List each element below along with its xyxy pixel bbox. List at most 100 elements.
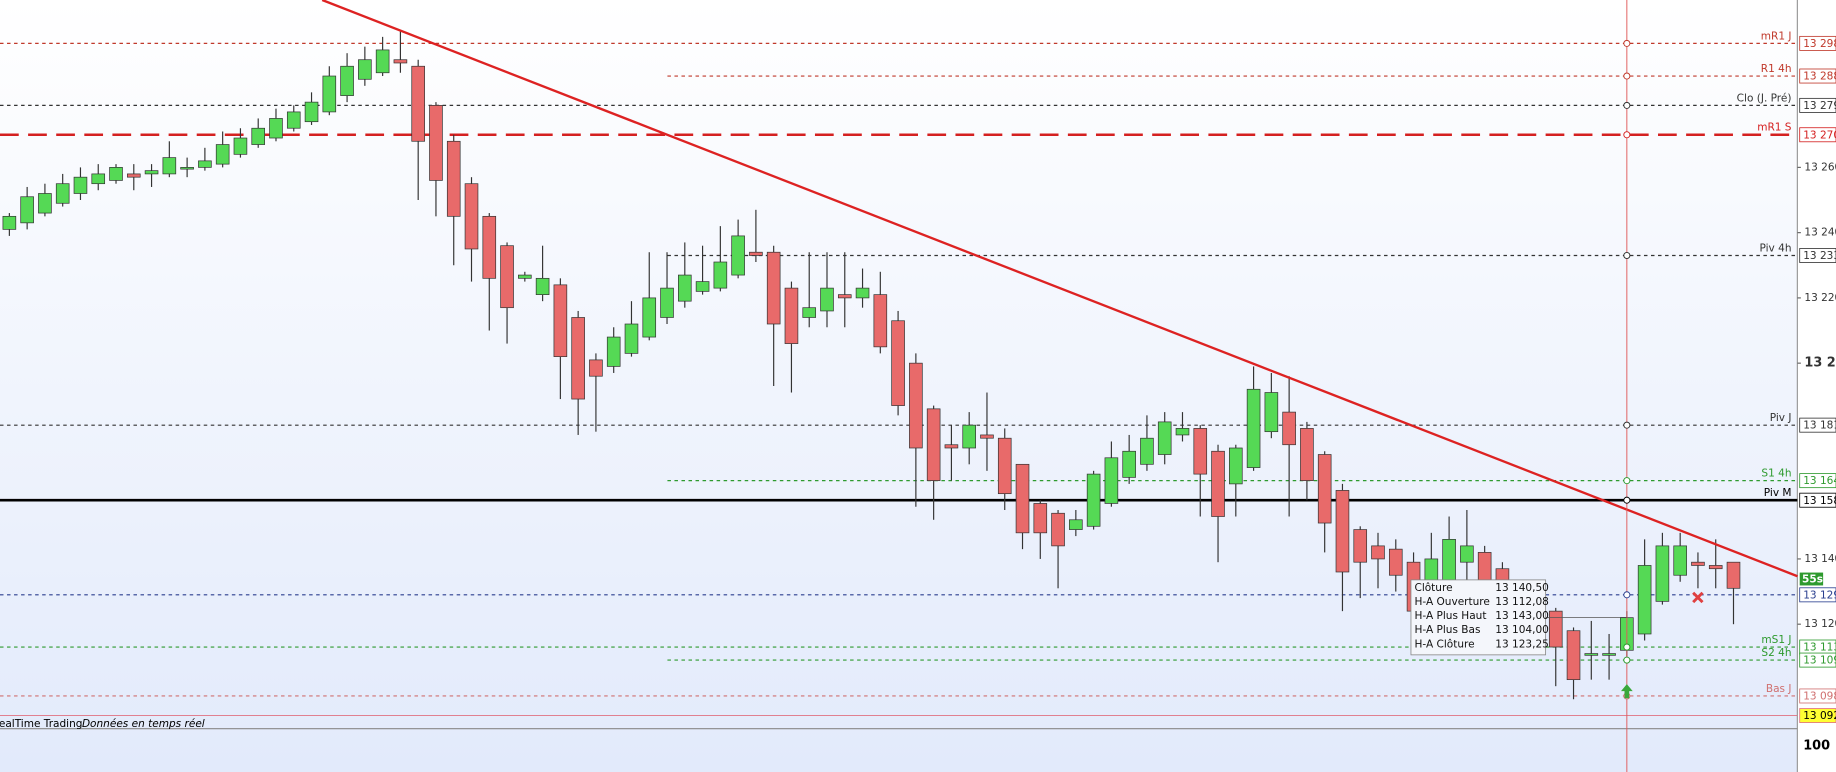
candle-body <box>713 261 728 289</box>
level-value: 13 279 <box>1803 100 1836 112</box>
candle-body <box>1015 463 1030 534</box>
candle-body <box>820 287 834 312</box>
level-tag <box>1799 35 1836 51</box>
candle-body <box>678 274 692 302</box>
level-name: mS1 J <box>1761 634 1791 646</box>
candle-body <box>980 434 994 439</box>
candle-body <box>642 297 657 338</box>
level-name: mR1 S <box>1757 122 1792 134</box>
candle-body <box>215 144 230 165</box>
candle-body <box>1637 565 1652 635</box>
level-name: Bas J <box>1766 683 1792 695</box>
candle-body <box>1086 473 1101 527</box>
candle-body <box>304 101 319 123</box>
candle-body <box>73 176 88 194</box>
candle-body <box>1282 411 1296 446</box>
candle-body <box>1584 653 1599 656</box>
candle-body <box>1264 392 1279 433</box>
candle-body <box>909 362 923 449</box>
candle-body <box>944 444 959 449</box>
tooltip-value: 13 104,00 <box>1495 624 1549 636</box>
level-value: 13 109 <box>1803 655 1836 667</box>
candle-body <box>1175 428 1190 436</box>
y-tick-label: 13 120 <box>1804 618 1836 630</box>
tooltip-value: 13 112,08 <box>1495 596 1549 608</box>
cursor-marker <box>1623 131 1631 139</box>
level-name: Clo (J. Pré) <box>1737 92 1792 104</box>
cursor-marker <box>1623 643 1631 651</box>
candle-body <box>766 251 781 325</box>
level-tag <box>1799 492 1836 508</box>
level-name: Piv M <box>1764 487 1792 499</box>
y-tick-label: 13 260 <box>1804 161 1836 173</box>
y-tick-label: 13 200 <box>1804 356 1836 371</box>
candle-body <box>464 183 479 250</box>
level-name: S1 4h <box>1761 468 1791 480</box>
candle-body <box>2 215 17 230</box>
level-tag <box>1799 688 1836 704</box>
level-name: Piv J <box>1770 412 1792 424</box>
level-name: Piv 4h <box>1760 242 1792 254</box>
candle-body <box>1371 545 1385 560</box>
candle-body <box>1548 610 1563 648</box>
candle-body <box>553 284 568 357</box>
level-tag <box>1799 97 1836 113</box>
tooltip-key: H-A Plus Haut <box>1414 610 1486 622</box>
candle-body <box>233 137 248 155</box>
level-tag <box>1799 473 1836 489</box>
candle-body <box>891 320 905 406</box>
candle-body <box>1602 653 1616 656</box>
cursor-marker <box>1623 591 1631 599</box>
level-tag <box>1799 127 1836 143</box>
level-tag <box>1799 68 1836 84</box>
candle-body <box>20 196 34 224</box>
cursor-marker <box>1623 101 1631 109</box>
tooltip-key: H-A Clôture <box>1414 638 1474 650</box>
candle-body <box>180 167 194 170</box>
candle-body <box>855 287 870 299</box>
footer-source: ealTime Trading <box>0 718 82 730</box>
candle-body <box>1033 503 1048 534</box>
candle-body <box>1300 428 1314 481</box>
tooltip-value: 13 143,00 <box>1495 610 1549 622</box>
candle-body <box>1708 565 1723 570</box>
level-name: S2 4h <box>1761 647 1791 659</box>
candle-body <box>997 437 1012 495</box>
tooltip-key: Clôture <box>1414 582 1452 594</box>
candle-body <box>1051 512 1065 547</box>
level-value: 13 164 <box>1803 475 1836 487</box>
candle-body <box>126 173 141 178</box>
lower-pane-tick: 100 <box>1803 739 1830 754</box>
candle-body <box>411 65 425 142</box>
candle-body <box>962 424 976 449</box>
level-value: 13 129 <box>1803 589 1836 601</box>
candle-body <box>429 105 443 181</box>
candle-body <box>269 118 283 139</box>
candle-body <box>624 323 639 354</box>
cursor-marker <box>1623 251 1631 259</box>
level-value: 13 181 <box>1803 420 1836 432</box>
candle-body <box>837 294 852 299</box>
cursor-marker <box>1623 72 1631 80</box>
candle-body <box>802 307 817 318</box>
candle-body <box>1691 561 1705 566</box>
candle-body <box>1566 630 1581 681</box>
level-value: 13 233 <box>1803 250 1836 262</box>
candle-body <box>340 65 354 96</box>
y-tick-label: 13 140 <box>1804 553 1836 565</box>
candle-body <box>1442 539 1456 583</box>
timer-label: 55s <box>1802 574 1823 586</box>
candle-body <box>375 49 390 74</box>
level-value: 13 098 <box>1803 691 1836 703</box>
candle-body <box>162 157 177 175</box>
footer-status: Données en temps réel <box>82 718 205 730</box>
cursor-marker <box>1623 656 1631 664</box>
candle-body <box>1193 428 1208 475</box>
candle-body <box>606 336 621 367</box>
tooltip-box <box>1410 579 1547 656</box>
candle-body <box>660 287 674 318</box>
trendline <box>321 0 1798 578</box>
candle-body <box>55 183 70 204</box>
